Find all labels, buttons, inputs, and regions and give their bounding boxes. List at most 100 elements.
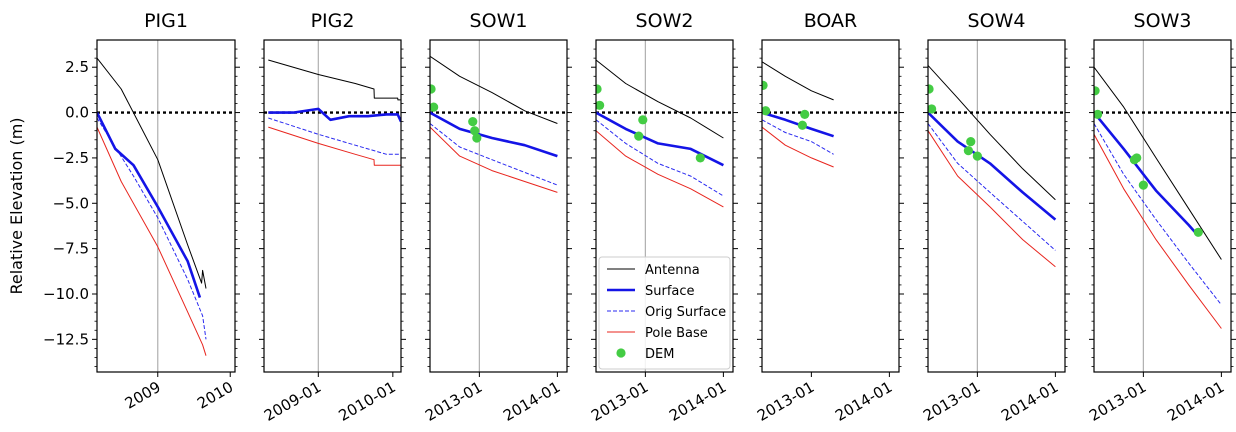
series-orig-surface-sow1 [430,123,558,186]
dem-point-boar [762,106,771,116]
axes-frame-pig1 [96,39,236,373]
axes-frame-sow2 [595,39,734,373]
xtick-label-boar: 2013-01 [754,378,817,425]
series-antenna-sow4 [928,65,1056,201]
series-orig-surface-boar [762,119,834,155]
ytick-label: −2.5 [53,149,89,167]
dem-point-boar [762,80,768,90]
xtick-label-sow2: 2014-01 [666,378,729,425]
series-antenna-sow3 [1094,66,1222,260]
legend-label-dem: DEM [645,347,674,362]
ytick-label: −7.5 [53,240,89,258]
xtick-label-sow3: 2013-01 [1086,378,1149,425]
series-orig-surface-pig1 [97,117,207,340]
axes-frame-sow3 [1093,39,1232,373]
panel-pig2: 2009-01 2010-01 PIG2 [259,10,406,425]
xtick-label-pig2: 2009-01 [261,378,324,425]
dem-point-sow3 [1094,109,1103,119]
series-surface-boar [762,111,835,138]
series-orig-surface-sow3 [1094,123,1222,306]
series-pole-base-pig2 [268,126,401,166]
y-axis-label: Relative Elevation (m) [7,117,26,294]
panel-title-pig1: PIG1 [144,10,188,32]
dem-point-sow1 [430,102,439,112]
series-surface-sow3 [1094,111,1200,237]
panel-title-sow3: SOW3 [1134,10,1192,32]
panel-sow3: 2013-01 2014-01 SOW3 [1086,10,1236,425]
legend: Antenna Surface Orig Surface Pole Base DEM [598,256,731,370]
dem-point-sow4 [928,84,934,94]
series-pole-base-sow2 [596,130,724,208]
legend-label-antenna: Antenna [645,263,700,278]
series-pole-base-sow4 [928,130,1056,268]
xtick-label-sow2: 2013-01 [588,378,651,425]
panel-title-sow2: SOW2 [636,10,694,32]
dem-point-boar [800,109,810,119]
axes-frame-sow1 [429,39,568,373]
dem-point-sow1 [470,126,480,136]
legend-box [598,256,731,370]
series-pole-base-pig1 [97,126,207,356]
legend-label-pole-base: Pole Base [645,326,708,341]
axes-frame-boar [761,39,900,373]
panel-title-sow1: SOW1 [470,10,528,32]
panel-title-sow4: SOW4 [968,10,1026,32]
ytick-label: −10.0 [43,285,89,303]
xtick-label-sow3: 2014-01 [1164,378,1227,425]
dem-point-sow4 [928,104,937,114]
panel-sow1: 2013-01 2014-01 SOW1 [422,10,572,425]
xtick-label-pig1: 2010 [194,378,236,413]
legend-label-surface: Surface [645,284,695,299]
ytick-label: 2.5 [65,58,89,76]
panel-sow4: 2013-01 2014-01 SOW4 [920,10,1070,425]
series-pole-base-sow1 [430,126,558,193]
dem-point-sow2 [596,84,602,94]
dem-point-sow2 [634,131,644,141]
dem-point-sow2 [638,115,648,125]
dem-point-sow3 [1094,86,1100,96]
series-surface-pig2 [268,107,401,123]
axes-frame-pig2 [263,39,402,373]
dem-point-sow3 [1138,180,1148,190]
dem-point-sow4 [972,151,982,161]
xtick-label-boar: 2014-01 [832,378,895,425]
series-antenna-sow1 [430,55,558,124]
legend-label-orig-surface: Orig Surface [645,305,726,320]
xtick-label-sow1: 2014-01 [500,378,563,425]
series-antenna-sow2 [596,59,724,139]
series-pole-base-boar [762,126,834,168]
xtick-label-pig1: 2009 [122,378,164,413]
ytick-label: −12.5 [43,330,89,348]
series-antenna-pig1 [97,57,207,289]
xtick-label-sow4: 2013-01 [920,378,983,425]
series-orig-surface-pig2 [268,117,401,155]
xtick-label-pig2: 2010-01 [336,378,399,425]
dem-point-sow1 [468,117,478,127]
panel-title-boar: BOAR [804,10,858,32]
panel-sow2: 2013-01 2014-01 SOW2 Antenna Surface Orig Sur… [588,10,738,425]
xtick-label-sow4: 2014-01 [998,378,1061,425]
dem-point-sow4 [966,136,976,147]
dem-point-sow4 [963,146,973,156]
series-orig-surface-sow2 [596,119,724,197]
series-antenna-pig2 [268,59,401,101]
dem-point-sow1 [472,133,482,143]
dem-point-boar [797,120,807,130]
series-surface-pig1 [97,112,202,299]
panel-title-pig2: PIG2 [311,10,355,32]
panel-pig1: 2.5 0.0 −2.5 −5.0 −7.5 −10.0 −12.5 2009 2010 PIG1 [43,10,240,413]
axes-frame-sow4 [927,39,1066,373]
dem-point-sow2 [695,153,705,163]
dem-point-sow2 [596,100,605,110]
dem-point-sow3 [1132,153,1142,163]
series-surface-sow4 [928,111,1057,221]
series-surface-sow1 [430,111,558,158]
dem-point-sow3 [1193,227,1203,237]
ytick-label: 0.0 [65,104,89,122]
series-orig-surface-sow4 [928,123,1056,251]
series-pole-base-sow3 [1094,134,1222,329]
ytick-label: −5.0 [53,194,89,212]
legend-marker-dem [616,348,626,358]
series-antenna-boar [762,61,834,101]
